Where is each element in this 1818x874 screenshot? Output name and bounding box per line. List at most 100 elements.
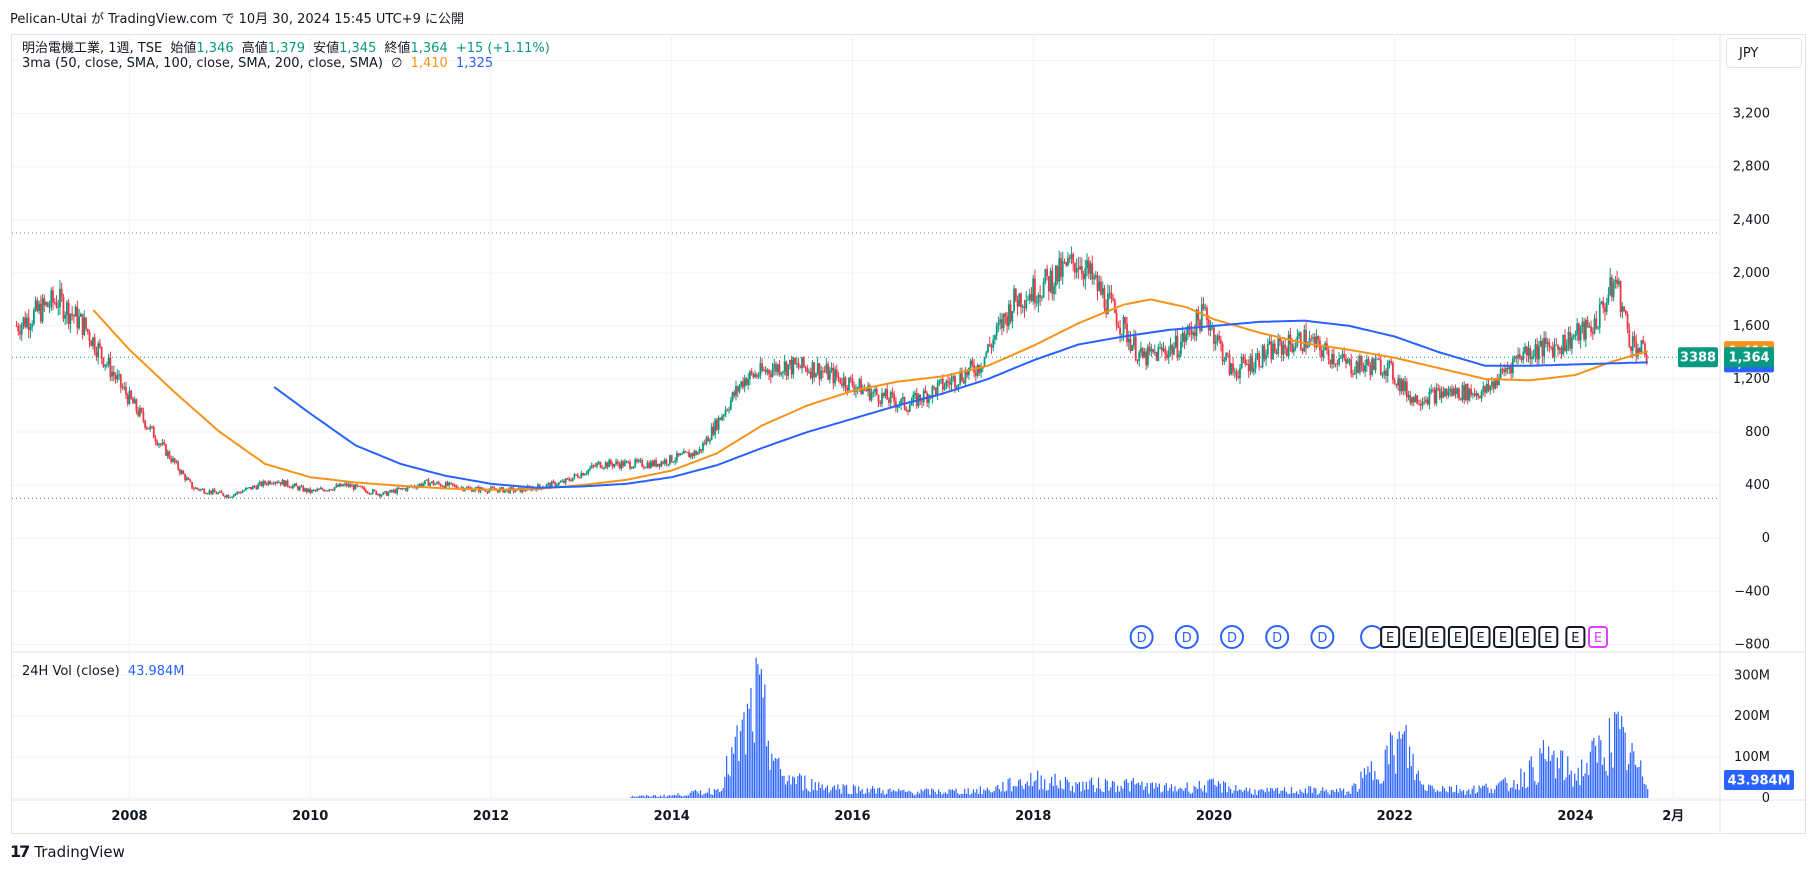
volume-bar <box>1393 755 1395 798</box>
volume-bar <box>1024 783 1027 798</box>
earnings-marker[interactable]: E <box>1380 626 1401 648</box>
candle-body <box>1153 351 1156 353</box>
candle <box>1018 293 1021 307</box>
earnings-marker[interactable]: E <box>1493 626 1514 648</box>
earnings-marker[interactable]: E <box>1447 626 1468 648</box>
volume-bar <box>1037 770 1039 798</box>
candle-body <box>1454 388 1457 395</box>
candle-body <box>105 364 108 366</box>
candle-body <box>213 489 216 493</box>
candle-body <box>1536 344 1539 360</box>
currency-button[interactable]: JPY <box>1726 38 1802 68</box>
candle <box>1027 295 1029 301</box>
volume-bar <box>632 795 634 798</box>
candle-body <box>102 357 105 367</box>
candle-body <box>1522 352 1525 361</box>
ma-label[interactable]: 3ma (50, close, SMA, 100, close, SMA, 20… <box>22 56 383 71</box>
earnings-marker[interactable]: E <box>1402 626 1423 648</box>
candle-body <box>1141 347 1144 358</box>
earnings-marker[interactable]: E <box>1515 626 1536 648</box>
volume-bar <box>1570 770 1572 798</box>
dividend-marker[interactable]: D <box>1265 625 1290 649</box>
ma-hidden-icon[interactable]: ∅ <box>391 56 403 71</box>
candle <box>752 372 755 379</box>
candle-body <box>1246 364 1248 366</box>
volume-bar <box>1372 780 1374 798</box>
candle-body <box>603 467 605 469</box>
symbol-price-tag-text: 3388 <box>1680 351 1716 366</box>
candle-body <box>896 405 899 408</box>
candle <box>41 294 44 324</box>
candle-body <box>224 495 226 498</box>
candle-body <box>439 483 442 487</box>
candle <box>1421 397 1424 409</box>
candle-body <box>682 451 685 454</box>
earnings-marker[interactable]: E <box>1588 626 1608 648</box>
candle <box>860 375 863 395</box>
candle <box>1362 362 1365 374</box>
candle-body <box>137 410 140 416</box>
volume-bar <box>946 794 948 798</box>
dividend-marker[interactable]: D <box>1174 625 1199 649</box>
volume-bar <box>654 795 656 798</box>
candle-body <box>1091 263 1094 280</box>
volume-bar <box>778 757 780 798</box>
volume-bar <box>739 731 742 798</box>
candle <box>1209 320 1212 337</box>
candle-body <box>418 483 421 486</box>
candle-body <box>914 392 916 395</box>
earnings-label: E <box>1499 631 1507 646</box>
dividend-marker[interactable]: D <box>1129 625 1154 649</box>
dividend-marker[interactable]: D <box>1220 625 1244 649</box>
volume-bar <box>889 788 891 798</box>
candle-body <box>377 493 379 495</box>
candle <box>1239 364 1241 385</box>
candle-body <box>1265 354 1267 360</box>
earnings-marker[interactable]: E <box>1565 626 1586 648</box>
dividend-marker[interactable]: D <box>1310 625 1335 649</box>
volume-bar <box>986 787 988 798</box>
price-tick-label: 2,400 <box>1733 213 1770 228</box>
earnings-marker[interactable]: E <box>1538 626 1559 648</box>
volume-bar <box>1610 752 1612 798</box>
candle-body <box>251 485 254 490</box>
close-value: 1,364 <box>410 41 448 56</box>
candle-body <box>232 494 235 497</box>
candle-body <box>1480 391 1483 399</box>
candle <box>20 322 23 342</box>
candle <box>1053 282 1055 302</box>
candle-body <box>564 478 567 483</box>
volume-bar <box>1495 785 1498 798</box>
candle-body <box>592 465 595 467</box>
volume-bar <box>974 792 976 798</box>
earnings-label: E <box>1571 631 1579 646</box>
candle-body <box>288 486 291 488</box>
candle <box>321 487 324 491</box>
candle <box>637 458 640 464</box>
candle <box>279 482 282 487</box>
candle <box>424 480 426 486</box>
volume-bar <box>1238 789 1240 798</box>
volume-label[interactable]: 24H Vol (close) <box>22 664 120 679</box>
candle-body <box>1001 319 1003 329</box>
candle-body <box>1077 268 1080 270</box>
candle-body <box>1529 348 1532 360</box>
candle <box>81 313 84 340</box>
candle-body <box>1014 288 1017 301</box>
candle <box>828 366 831 384</box>
symbol-label[interactable]: 明治電機工業, 1週, TSE <box>22 41 163 56</box>
earnings-marker[interactable]: E <box>1425 626 1446 648</box>
candle <box>394 488 397 494</box>
candle-body <box>1503 369 1506 373</box>
candle <box>15 321 18 328</box>
candle-body <box>808 371 810 373</box>
earnings-marker[interactable]: E <box>1470 626 1491 648</box>
candle <box>710 423 713 441</box>
tradingview-logo[interactable]: 17 TradingView <box>10 842 125 861</box>
candle-body <box>32 309 35 325</box>
candle-body <box>20 324 23 335</box>
volume-bar <box>1233 790 1235 798</box>
volume-bar <box>1454 791 1456 798</box>
candle-body <box>879 402 882 404</box>
